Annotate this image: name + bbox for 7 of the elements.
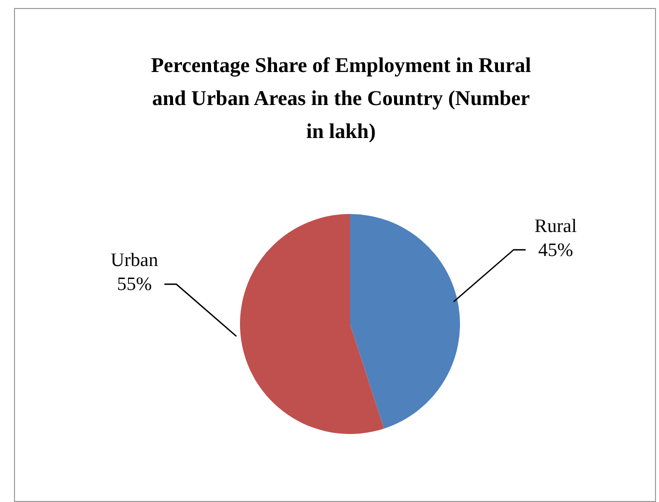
chart-title: Percentage Share of Employment in Rural and Urban Areas in the Country (Number in lakh) <box>150 52 532 145</box>
pie-slice <box>350 214 460 429</box>
data-label: 55% <box>116 274 152 296</box>
slice-label: Urban <box>110 250 159 272</box>
pie-slice <box>240 214 384 434</box>
slice-label: Rural <box>534 216 577 237</box>
data-label: 45% <box>538 240 574 261</box>
